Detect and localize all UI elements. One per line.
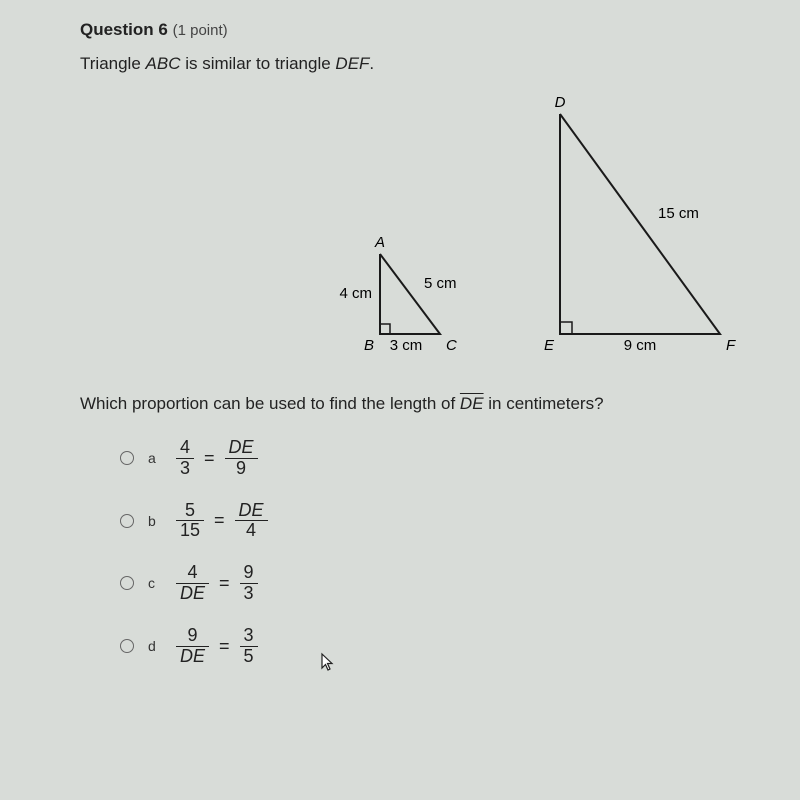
question-prompt: Which proportion can be used to find the… — [80, 394, 750, 414]
side-ef: 9 cm — [624, 337, 657, 354]
stem-text: . — [369, 54, 374, 73]
choice-letter: c — [148, 575, 176, 591]
choice-c[interactable]: c 4DE = 93 — [120, 563, 750, 604]
radio-a[interactable] — [120, 451, 134, 465]
stem-def: DEF — [335, 54, 369, 73]
radio-d[interactable] — [120, 639, 134, 653]
side-ab: 4 cm — [339, 285, 372, 302]
stem-abc: ABC — [146, 54, 181, 73]
side-bc: 3 cm — [390, 337, 423, 354]
choice-a[interactable]: a 43 = DE9 — [120, 438, 750, 479]
choice-b[interactable]: b 515 = DE4 — [120, 501, 750, 542]
prompt-segment: DE — [460, 394, 484, 413]
label-d: D — [555, 94, 566, 111]
prompt-text: Which proportion can be used to find the… — [80, 394, 460, 413]
stem-text: Triangle — [80, 54, 146, 73]
label-f: F — [726, 337, 736, 354]
triangle-abc: A B C 4 cm 5 cm 3 cm — [339, 234, 457, 354]
side-df: 15 cm — [658, 205, 699, 222]
label-a: A — [374, 234, 385, 251]
choice-letter: a — [148, 450, 176, 466]
figure-area: A B C 4 cm 5 cm 3 cm D E F 15 cm 9 cm — [80, 84, 750, 384]
question-stem: Triangle ABC is similar to triangle DEF. — [80, 54, 750, 74]
question-number: Question 6 — [80, 20, 168, 39]
choice-letter: b — [148, 513, 176, 529]
label-e: E — [544, 337, 555, 354]
label-b: B — [364, 337, 374, 354]
choice-expression: 43 = DE9 — [176, 438, 258, 479]
triangles-svg: A B C 4 cm 5 cm 3 cm D E F 15 cm 9 cm — [80, 84, 780, 374]
question-header: Question 6 (1 point) — [80, 20, 750, 40]
choice-letter: d — [148, 638, 176, 654]
side-ac: 5 cm — [424, 275, 457, 292]
triangle-def: D E F 15 cm 9 cm — [544, 94, 736, 354]
radio-b[interactable] — [120, 514, 134, 528]
label-c: C — [446, 337, 457, 354]
equals: = — [204, 448, 215, 469]
equals: = — [214, 510, 225, 531]
equals: = — [219, 573, 230, 594]
choice-d[interactable]: d 9DE = 35 — [120, 626, 750, 667]
choice-expression: 9DE = 35 — [176, 626, 258, 667]
question-points: (1 point) — [173, 22, 228, 39]
stem-text: is similar to triangle — [180, 54, 335, 73]
cursor-icon — [320, 652, 336, 672]
answer-choices: a 43 = DE9 b 515 = DE4 c 4DE = 93 d 9DE … — [80, 438, 750, 666]
choice-expression: 515 = DE4 — [176, 501, 268, 542]
prompt-text: in centimeters? — [484, 394, 604, 413]
equals: = — [219, 636, 230, 657]
radio-c[interactable] — [120, 576, 134, 590]
choice-expression: 4DE = 93 — [176, 563, 258, 604]
